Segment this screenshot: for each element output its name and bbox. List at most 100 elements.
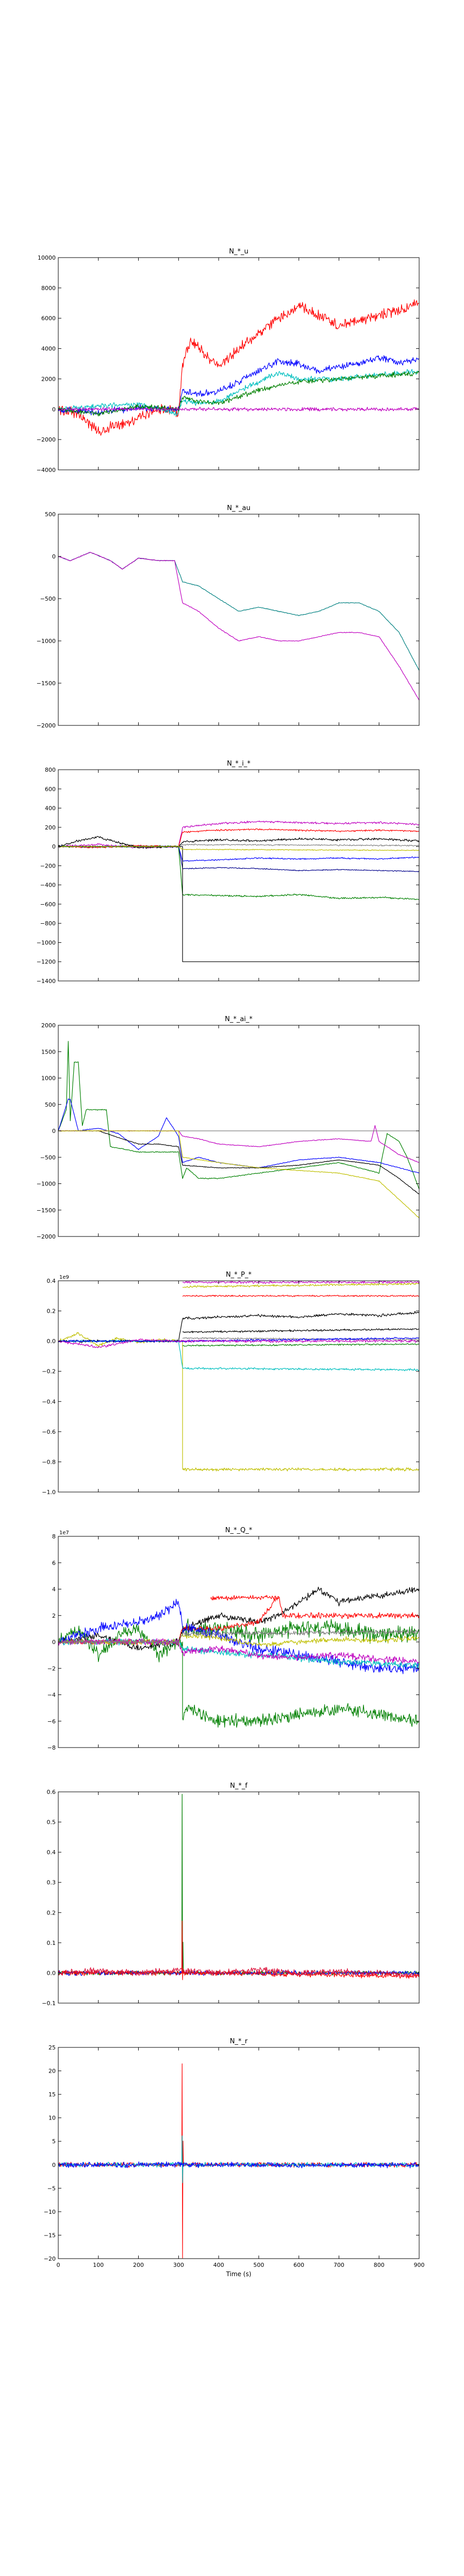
series-group: [58, 2063, 419, 2259]
chart-panel-8: N_*_r −20 −15 −10 −5 0 5 10 15 20 25 0 100 200 300 400 5…: [44, 2038, 425, 2278]
y-tick-label: −400: [40, 882, 56, 889]
y-tick-label: −10: [44, 2209, 56, 2215]
x-tick-label: 0: [57, 2262, 60, 2268]
series-line-3: [58, 836, 419, 849]
y-tick-label: 4: [52, 1586, 56, 1593]
series-line-9: [58, 845, 419, 851]
y-tick-label: 200: [45, 824, 56, 831]
y-tick-label: 2000: [41, 376, 56, 382]
x-tick-label: 400: [213, 2262, 224, 2268]
series-line-5: [210, 1595, 279, 1601]
series-line-6: [182, 1328, 419, 1333]
y-tick-label: −0.2: [42, 1368, 56, 1375]
x-tick-label: 800: [374, 2262, 385, 2268]
series-line-3: [58, 2161, 419, 2168]
chart-title: N_*_au: [227, 504, 250, 512]
series-line-4: [58, 371, 419, 417]
chart-panel-7: N_*_f −0.1 0.0 0.1 0.2 0.3 0.4 0.5 0.6: [42, 1782, 420, 2007]
y-tick-label: −2: [47, 1665, 56, 1672]
y-tick-label: −1000: [37, 638, 56, 645]
y-tick-label: 1500: [41, 1048, 56, 1055]
y-tick-label: 0.6: [47, 1789, 56, 1795]
y-tick-label: 8: [52, 1533, 56, 1540]
y-tick-label: 2: [52, 1613, 56, 1619]
chart-title: N_*_ai_*: [225, 1015, 253, 1023]
y-tick-label: 0: [52, 1128, 56, 1134]
series-line-6: [58, 1130, 419, 1218]
series-line-11: [58, 1338, 419, 1348]
series-line-10: [182, 1343, 419, 1347]
y-tick-label: 1000: [41, 1075, 56, 1082]
y-tick-label: 0.4: [47, 1278, 56, 1284]
y-tick-label: −20: [44, 2256, 56, 2262]
plot-frame: [58, 2047, 420, 2259]
series-line-3: [58, 1130, 419, 1195]
y-tick-label: −2000: [37, 1233, 56, 1240]
series-line-1: [58, 1332, 419, 1471]
y-tick-label: −600: [40, 901, 56, 908]
y-tick-label: 0.0: [47, 1338, 56, 1345]
chart-title: N_*_P_*: [226, 1271, 252, 1279]
y-tick-label: −0.8: [42, 1459, 56, 1465]
chart-panel-1: N_*_u −4000 −2000 0 2000 4000 6000 8000 10000: [37, 248, 420, 473]
series-line-2: [58, 2136, 419, 2183]
plot-frame: [58, 1280, 420, 1493]
series-line-5: [58, 845, 419, 862]
y-tick-label: 0.0: [47, 1970, 56, 1976]
y-tick-label: 600: [45, 786, 56, 792]
plot-frame: [58, 769, 420, 981]
y-tick-label: −1400: [37, 978, 56, 985]
chart-panel-4: N_*_ai_* −2000 −1500 −1000 −500 0 500 1000 1500 2…: [37, 1015, 420, 1240]
series-line-1: [58, 552, 419, 671]
chart-title: N_*_Q_*: [225, 1527, 253, 1534]
y-tick-label: −800: [40, 920, 56, 927]
chart-panel-2: N_*_au −2000 −1500 −1000 −500 0 500: [37, 504, 420, 729]
series-line-10: [58, 1629, 419, 1645]
series-line-7: [58, 845, 419, 900]
y-tick-label: 10000: [38, 255, 56, 261]
y-tick-label: 0: [52, 553, 56, 560]
y-tick-label: 0.1: [47, 1940, 56, 1946]
plot-frame: [58, 257, 420, 470]
y-tick-label: 6: [52, 1560, 56, 1566]
y-tick-label: 10: [48, 2115, 56, 2122]
y-tick-label: 8000: [41, 285, 56, 292]
y-tick-label: 0.2: [47, 1308, 56, 1315]
y-tick-label: −1500: [37, 1207, 56, 1214]
series-line-2: [182, 1618, 419, 1644]
x-tick-label: 200: [133, 2262, 144, 2268]
series-line-1: [58, 299, 419, 436]
series-line-2: [182, 1282, 419, 1288]
y-tick-label: 500: [45, 511, 56, 518]
series-line-8: [58, 846, 419, 962]
series-group: [58, 1041, 419, 1218]
x-tick-label: 900: [414, 2262, 425, 2268]
y-tick-label: 0: [52, 406, 56, 413]
series-line-4: [182, 1295, 419, 1297]
chart-panel-5: N_*_P_* 1e9 −1.0 −0.8 −0.6 −0.4 −0.2 0.0 0.2 0.4: [42, 1271, 420, 1496]
y-tick-label: −6: [47, 1718, 56, 1725]
y-tick-label: −500: [40, 596, 56, 602]
plot-frame: [58, 514, 420, 726]
y-tick-label: −0.6: [42, 1429, 56, 1435]
y-tick-label: 400: [45, 805, 56, 812]
y-tick-label: −2000: [37, 722, 56, 729]
series-line-1: [58, 1624, 419, 1728]
x-tick-label: 100: [93, 2262, 104, 2268]
series-group: [58, 1793, 419, 1980]
y-tick-label: −500: [40, 1154, 56, 1161]
chart-panel-3: N_*_i_* −1400 −1200 −1000 −800 −600 −400 −200 0 2…: [37, 760, 420, 985]
series-line-8: [58, 1340, 419, 1371]
y-tick-label: −0.1: [42, 2000, 56, 2007]
y-tick-label: 25: [48, 2044, 56, 2051]
y-tick-label: −2000: [37, 436, 56, 443]
y-tick-label: −15: [44, 2232, 56, 2239]
chart-title: N_*_u: [229, 248, 248, 256]
series-group: [58, 1281, 419, 1471]
chart-title: N_*_f: [230, 1782, 247, 1790]
series-group: [58, 299, 419, 436]
y-tick-label: 500: [45, 1101, 56, 1108]
series-line-1: [58, 1793, 419, 1978]
series-line-3: [182, 1281, 419, 1284]
